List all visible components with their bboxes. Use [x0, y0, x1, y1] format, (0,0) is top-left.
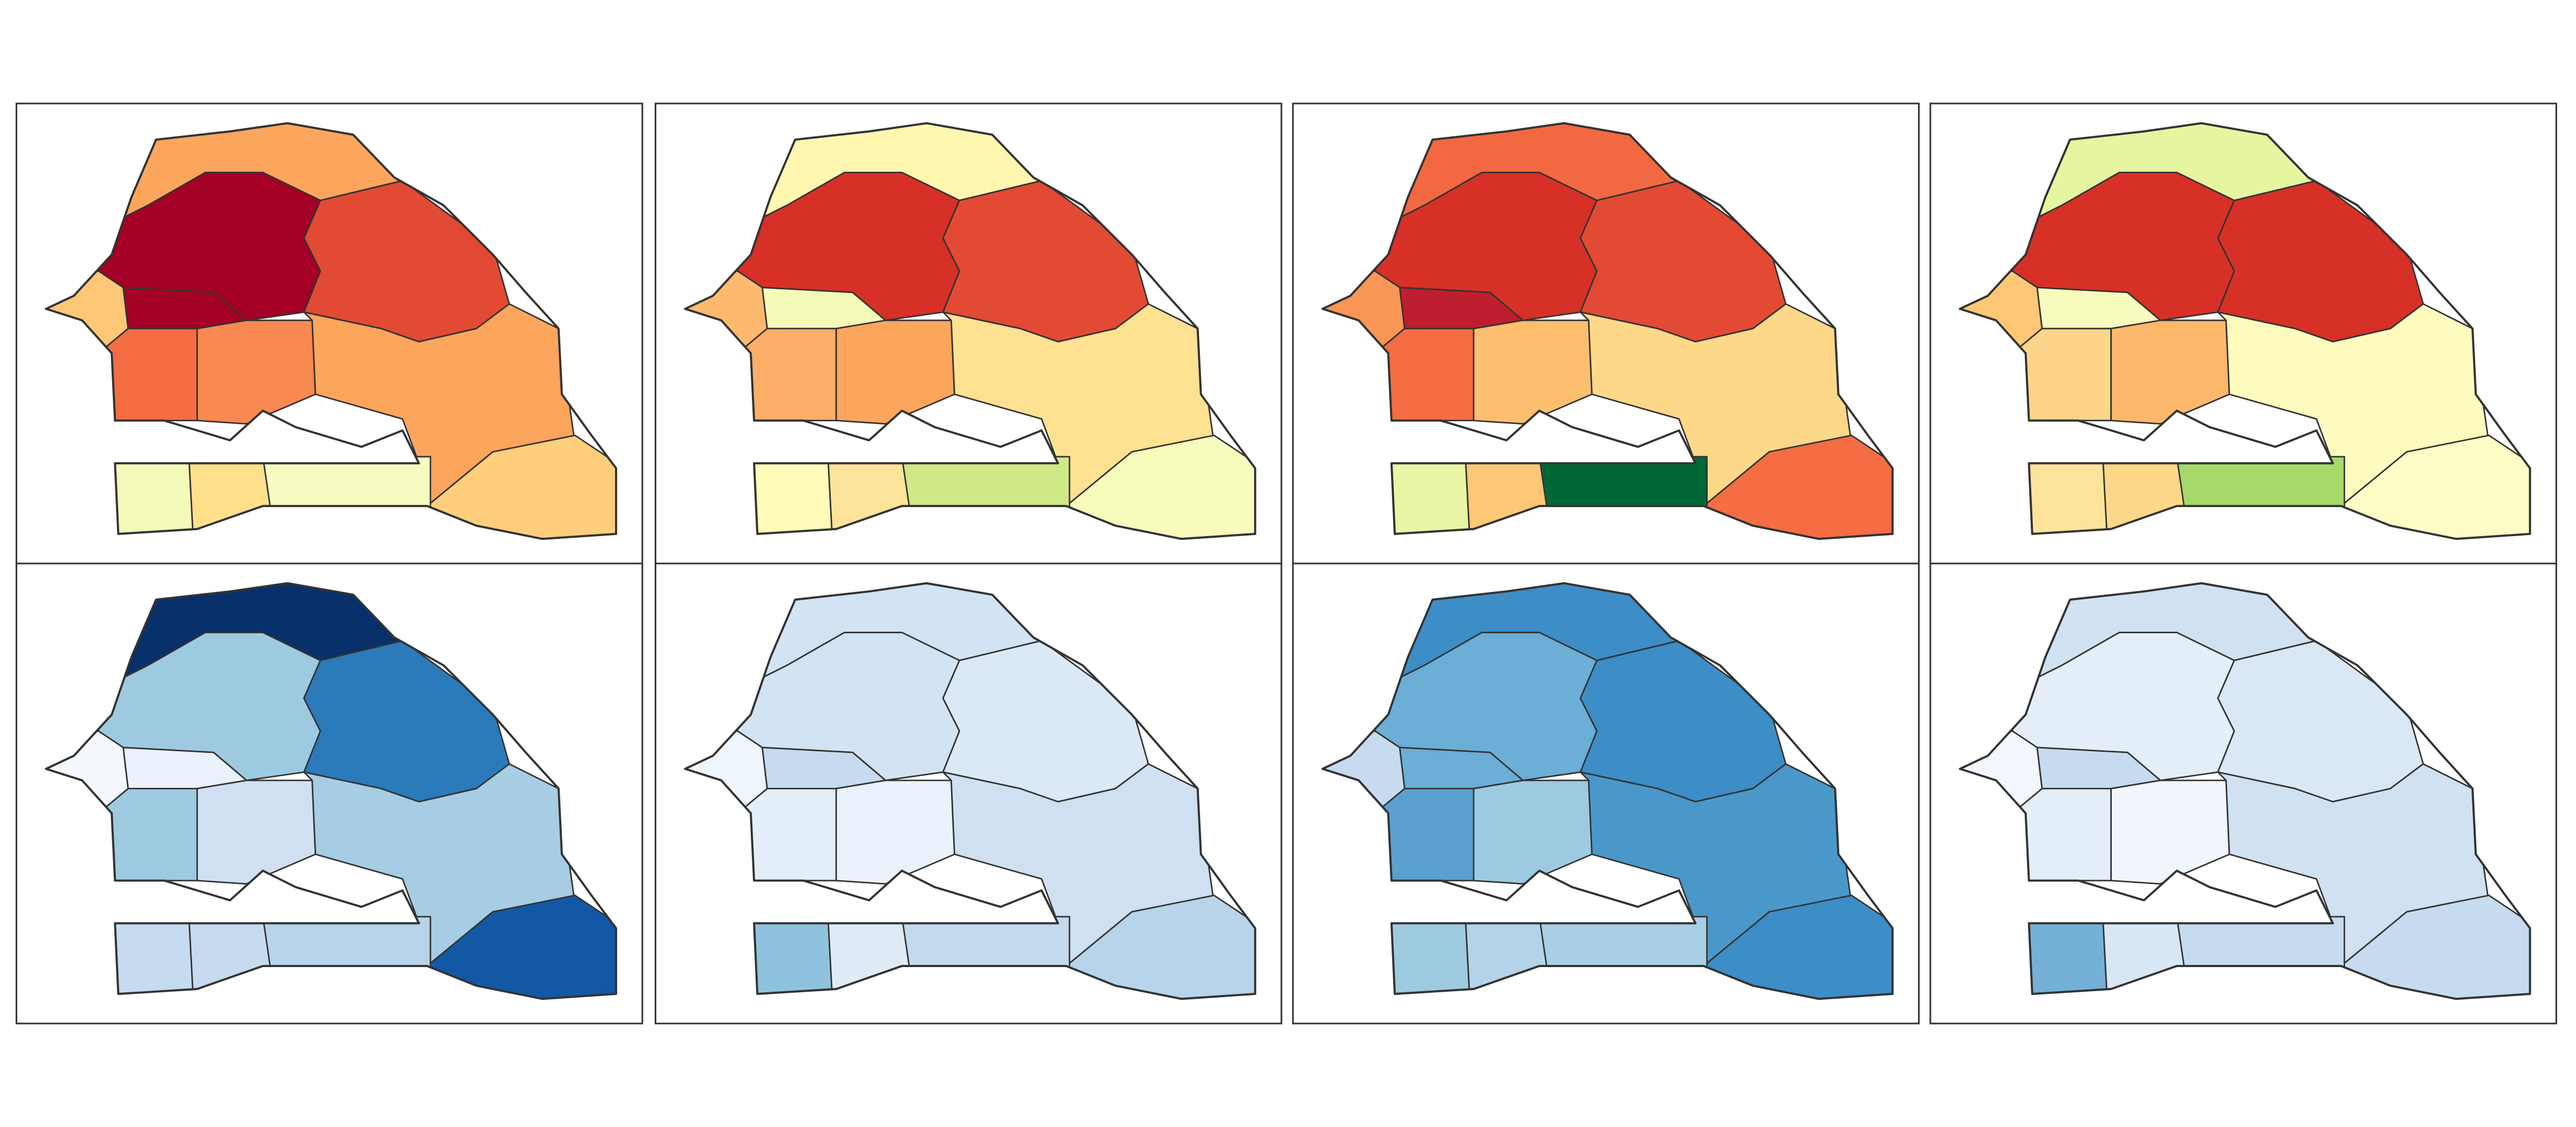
country-outline [1959, 122, 2531, 540]
region [1065, 894, 1255, 999]
region [2176, 916, 2345, 974]
region [1703, 434, 1893, 539]
country-outline [684, 582, 1256, 1000]
region [1065, 434, 1255, 539]
region [262, 456, 431, 514]
country-outline [684, 122, 1256, 540]
region [2176, 456, 2345, 514]
country-outline [1321, 122, 1894, 540]
regions [1960, 123, 2530, 539]
region [1538, 456, 1708, 514]
country-outline [45, 582, 617, 1000]
region [2340, 894, 2530, 999]
region [901, 456, 1071, 514]
region [426, 434, 616, 539]
region [1703, 894, 1893, 999]
map [45, 582, 617, 1000]
map [45, 122, 617, 540]
region [1538, 916, 1708, 974]
country-outline [45, 122, 617, 540]
region [2340, 434, 2530, 539]
country-outline [1959, 582, 2531, 1000]
region [262, 916, 431, 974]
map [1959, 122, 2531, 540]
region [426, 894, 616, 999]
region [901, 916, 1071, 974]
map [684, 122, 1256, 540]
regions [46, 583, 616, 999]
country-outline [1321, 582, 1894, 1000]
